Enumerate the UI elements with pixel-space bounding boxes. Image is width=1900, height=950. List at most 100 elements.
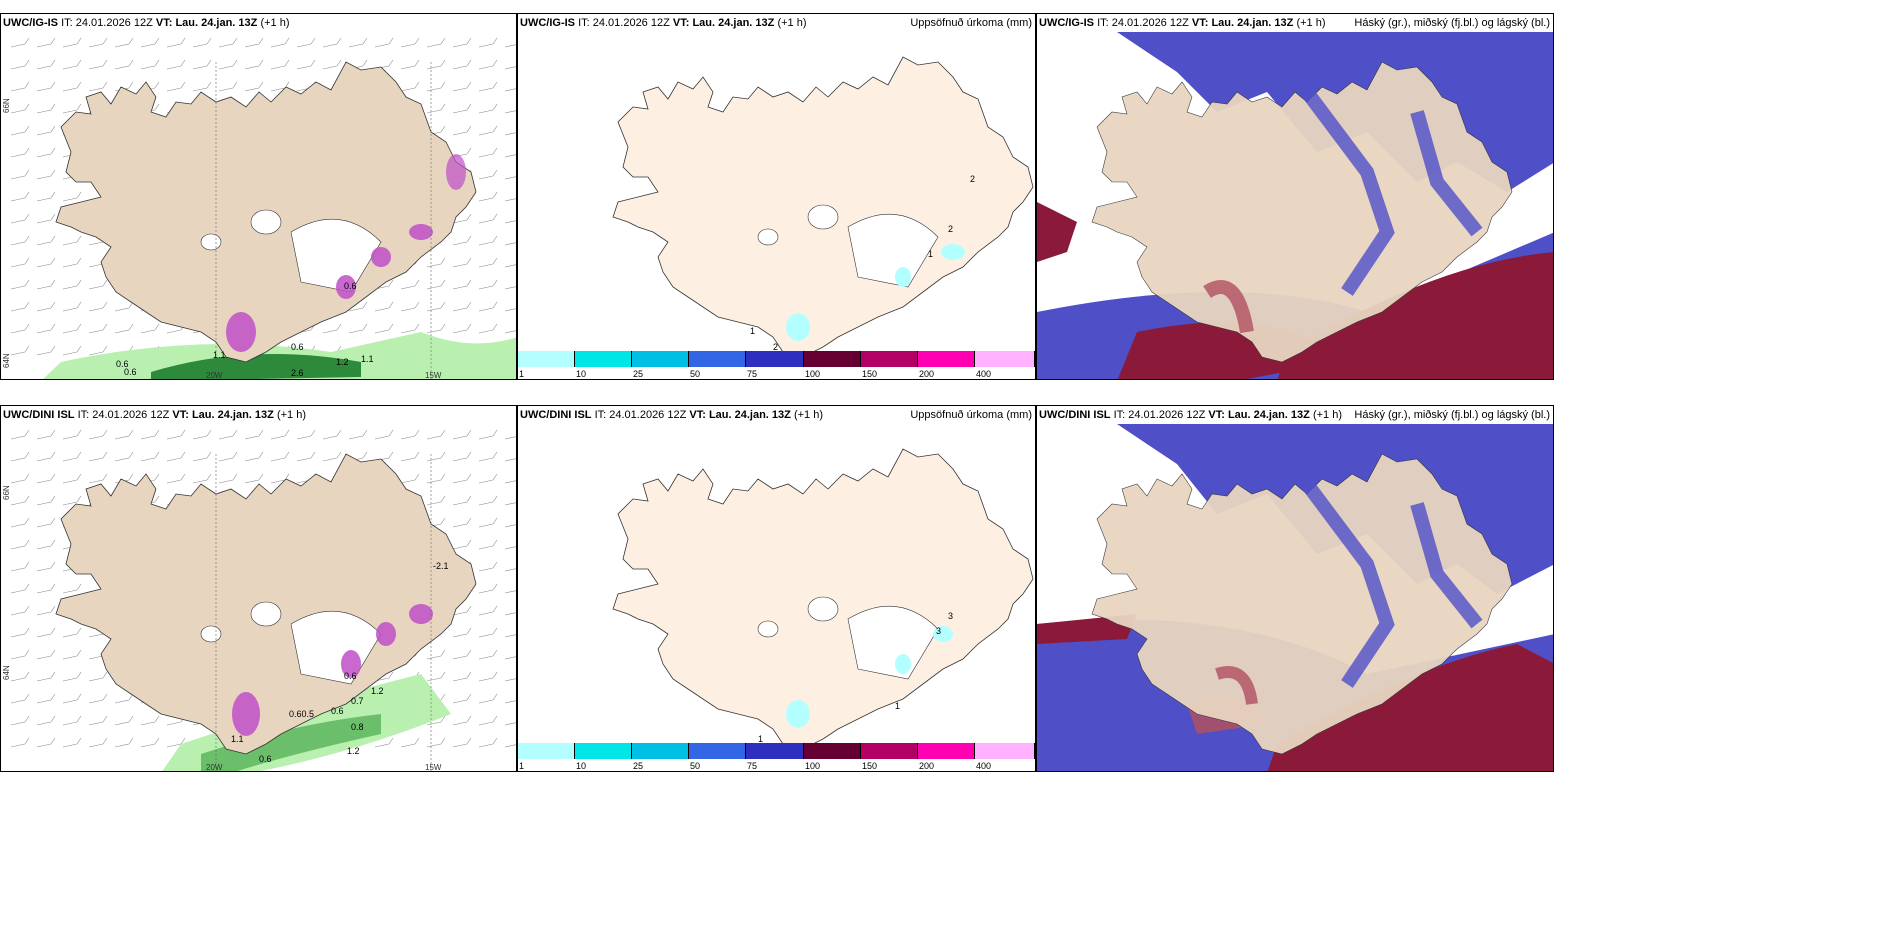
wind-barb <box>452 545 468 550</box>
precip-cell <box>409 224 433 240</box>
wind-barb <box>322 65 338 70</box>
wind-barb-flag <box>414 301 420 309</box>
wind-barb <box>426 479 442 484</box>
wind-barb <box>504 308 516 312</box>
wind-barb <box>166 435 182 440</box>
wind-panel-top: UWC/IG-IS IT: 24.01.2026 12Z VT: Lau. 24… <box>0 13 517 380</box>
value-label: 0.8 <box>351 722 364 732</box>
wind-barb <box>426 263 442 268</box>
wind-barb-flag <box>76 257 82 265</box>
cloud-map-top <box>1037 32 1553 379</box>
wind-barb <box>140 743 156 748</box>
wind-barb-flag <box>76 671 82 679</box>
wind-barb-flag <box>414 429 420 437</box>
wind-barb <box>400 435 416 440</box>
wind-barb <box>10 131 26 136</box>
wind-barb-flag <box>492 429 498 437</box>
wind-barb-flag <box>154 737 160 745</box>
precip-cell <box>446 154 466 190</box>
wind-barb <box>140 329 156 334</box>
wind-barb <box>426 43 442 48</box>
wind-barb <box>36 307 52 312</box>
wind-barb <box>36 655 52 660</box>
precip-cell <box>941 244 965 260</box>
wind-barb <box>504 264 516 268</box>
highcloud-area <box>1267 644 1553 771</box>
wind-barb-flag <box>336 451 342 459</box>
precip-panel-top: UWC/IG-IS IT: 24.01.2026 12Z VT: Lau. 24… <box>517 13 1036 380</box>
wind-barb-flag <box>388 737 394 745</box>
precip-heavy-area <box>151 354 361 379</box>
wind-barb <box>504 458 516 462</box>
it-label: IT: <box>61 17 73 29</box>
wind-barb <box>478 219 494 224</box>
wind-barb-flag <box>258 473 264 481</box>
wind-barb <box>478 263 494 268</box>
wind-barb-flag <box>102 429 108 437</box>
wind-barb-flag <box>440 715 446 723</box>
wind-barb <box>114 43 130 48</box>
wind-barb <box>504 132 516 136</box>
wind-barb-flag <box>128 737 134 745</box>
wind-barb-flag <box>102 279 108 287</box>
wind-barb-flag <box>388 451 394 459</box>
wind-barb <box>62 263 78 268</box>
wind-barb <box>114 307 130 312</box>
wind-barb <box>36 721 52 726</box>
colorbar-tick: 1 <box>519 369 525 379</box>
panel-title: UWC/IG-IS IT: 24.01.2026 12Z VT: Lau. 24… <box>3 17 289 29</box>
value-label: 3 <box>936 626 941 636</box>
wind-barb-flag <box>24 693 30 701</box>
wind-barb <box>478 567 494 572</box>
wind-barb-flag <box>232 59 238 67</box>
wind-barb <box>478 43 494 48</box>
wind-barb <box>478 65 494 70</box>
colorbar-swatch <box>689 351 746 367</box>
wind-barb <box>426 285 442 290</box>
wind-barb-flag <box>24 715 30 723</box>
wind-barb <box>426 109 442 114</box>
wind-barb-flag <box>154 323 160 331</box>
wind-barb <box>10 721 26 726</box>
wind-barb-flag <box>492 561 498 569</box>
wind-barb <box>192 65 208 70</box>
precip-cell <box>341 650 361 678</box>
wind-barb <box>10 153 26 158</box>
wind-barb <box>426 329 442 334</box>
wind-barb-flag <box>440 59 446 67</box>
wind-barb <box>114 457 130 462</box>
wind-barb <box>10 43 26 48</box>
colorbar-swatch <box>861 351 918 367</box>
wind-barb-flag <box>492 301 498 309</box>
wind-barb <box>400 285 416 290</box>
wind-barb-flag <box>180 81 186 89</box>
panel-title: UWC/IG-IS IT: 24.01.2026 12Z VT: Lau. 24… <box>1039 17 1326 29</box>
colorbar-tick: 10 <box>576 369 587 379</box>
wind-barb <box>36 743 52 748</box>
wind-barb <box>62 655 78 660</box>
wind-barb <box>426 677 442 682</box>
wind-barb <box>296 457 312 462</box>
wind-barb <box>244 87 260 92</box>
wind-barb-flag <box>414 451 420 459</box>
wind-barb-flag <box>440 125 446 133</box>
wind-barb <box>10 109 26 114</box>
colorbar-tick: 400 <box>976 369 992 379</box>
value-label: 0.6 <box>291 342 304 352</box>
colorbar-swatch <box>804 351 861 367</box>
value-label: 1 <box>750 326 755 336</box>
wind-barb-flag <box>492 693 498 701</box>
wind-barb-flag <box>466 605 472 613</box>
wind-barb-flag <box>466 627 472 635</box>
wind-barb <box>374 43 390 48</box>
wind-barb <box>192 479 208 484</box>
wind-barb <box>504 590 516 594</box>
wind-barb-flag <box>50 125 56 133</box>
wind-barb-flag <box>336 59 342 67</box>
wind-barb-flag <box>232 37 238 45</box>
wind-barb-flag <box>492 671 498 679</box>
wind-barb <box>114 699 130 704</box>
wind-barb <box>10 611 26 616</box>
wind-barb <box>504 110 516 114</box>
wind-barb-flag <box>154 37 160 45</box>
